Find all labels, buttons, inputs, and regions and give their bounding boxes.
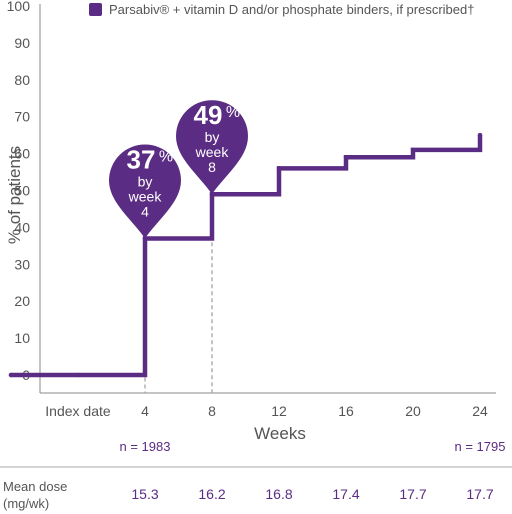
mean-dose-label-line1: Mean dose — [3, 479, 67, 494]
mean-dose-value: 15.3 — [131, 486, 158, 502]
x-axis-label: Weeks — [254, 424, 306, 443]
y-tick-label: 40 — [14, 219, 30, 235]
pin-line3: 8 — [208, 159, 216, 175]
x-tick-label: 16 — [338, 403, 354, 419]
x-tick-label: 8 — [208, 403, 216, 419]
series-point — [8, 372, 14, 378]
y-tick-label: 60 — [14, 146, 30, 162]
series-point — [276, 166, 282, 171]
y-tick-label: 50 — [14, 183, 30, 199]
x-tick-label: 20 — [405, 403, 421, 419]
mean-dose-value: 16.2 — [198, 486, 225, 502]
y-tick-label: 70 — [14, 109, 30, 125]
y-tick-label: 100 — [7, 0, 31, 14]
mean-dose-values: 15.3 16.2 16.8 17.4 17.7 17.7 — [131, 486, 493, 502]
n-label: n = 1983 — [120, 439, 171, 454]
y-axis-label: % of patients — [5, 146, 24, 244]
x-tick-label: 24 — [472, 403, 488, 419]
mean-dose-value: 17.4 — [332, 486, 359, 502]
series-point — [477, 132, 483, 138]
y-tick-label: 80 — [14, 72, 30, 88]
pin-unit: % — [226, 104, 240, 121]
n-labels: n = 1983 n = 1795 — [120, 439, 506, 454]
y-tick-label: 20 — [14, 293, 30, 309]
x-tick-labels: Index date 4 8 12 16 20 24 — [45, 403, 488, 419]
x-tick-label: Index date — [45, 403, 111, 419]
series-point — [343, 155, 349, 160]
series-point — [75, 372, 81, 378]
pin-value: 37 — [127, 144, 156, 174]
n-label: n = 1795 — [455, 439, 506, 454]
pin-line1: by — [138, 173, 153, 189]
x-tick-label: 12 — [271, 403, 287, 419]
y-tick-label: 90 — [14, 35, 30, 51]
pin-shape — [109, 144, 181, 239]
pin-line1: by — [205, 129, 220, 145]
pin-line2: week — [195, 144, 230, 160]
y-tick-label: 30 — [14, 256, 30, 272]
pin-shape — [176, 100, 248, 195]
mean-dose-value: 16.8 — [265, 486, 292, 502]
pin-value: 49 — [194, 100, 223, 130]
pin-line3: 4 — [141, 203, 149, 219]
mean-dose-label-line2: (mg/wk) — [3, 496, 49, 511]
dashed-guides — [144, 200, 213, 393]
pin-line2: week — [128, 188, 163, 204]
x-tick-label: 4 — [141, 403, 149, 419]
series-group — [8, 132, 483, 378]
legend-swatch — [89, 3, 102, 16]
y-tick-label: 10 — [14, 330, 30, 346]
mean-dose-value: 17.7 — [399, 486, 426, 502]
series-line — [8, 132, 483, 378]
pin-unit: % — [159, 148, 173, 165]
legend-label: Parsabiv® + vitamin D and/or phosphate b… — [109, 2, 474, 17]
mean-dose-value: 17.7 — [466, 486, 493, 502]
series-point — [410, 147, 416, 153]
